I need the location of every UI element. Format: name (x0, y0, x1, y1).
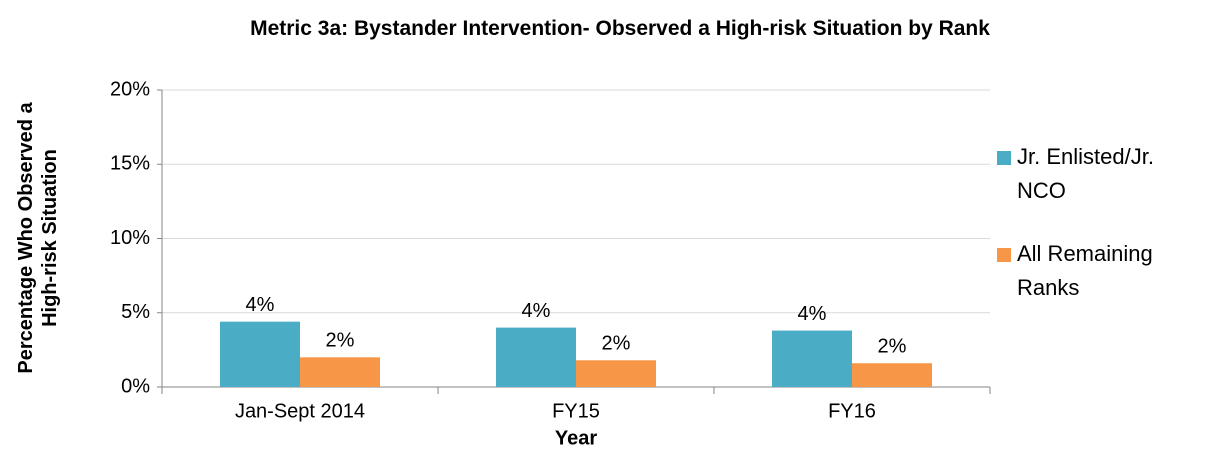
bar (576, 360, 656, 387)
data-label: 4% (798, 303, 827, 325)
legend-item: All Remaining Ranks (997, 237, 1202, 305)
y-tick-label: 15% (110, 153, 150, 175)
data-label: 2% (602, 333, 631, 355)
y-tick-label: 0% (121, 375, 150, 397)
y-axis-label: Percentage Who Observed a High-risk Situ… (15, 102, 61, 374)
data-label: 4% (522, 300, 551, 322)
x-axis-label: Year (554, 427, 598, 450)
bar (852, 363, 932, 387)
data-label: 4% (246, 294, 275, 316)
legend-swatch (997, 151, 1011, 165)
y-tick-label: 10% (110, 227, 150, 249)
x-tick-label: FY15 (552, 400, 600, 422)
data-label: 2% (878, 336, 907, 358)
bar (772, 330, 852, 387)
legend-swatch (997, 248, 1011, 262)
y-tick-label: 20% (110, 78, 150, 100)
bar (300, 357, 380, 387)
y-tick-label: 5% (121, 301, 150, 323)
legend-label: All Remaining Ranks (1017, 241, 1153, 300)
bar (220, 321, 300, 387)
data-label: 2% (326, 330, 355, 352)
x-tick-label: Jan-Sept 2014 (235, 400, 365, 422)
bar (496, 327, 576, 387)
x-tick-label: FY16 (828, 400, 876, 422)
legend-item: Jr. Enlisted/Jr. NCO (997, 140, 1202, 208)
legend-label: Jr. Enlisted/Jr. NCO (1017, 144, 1154, 203)
chart-title: Metric 3a: Bystander Intervention- Obser… (250, 17, 990, 40)
